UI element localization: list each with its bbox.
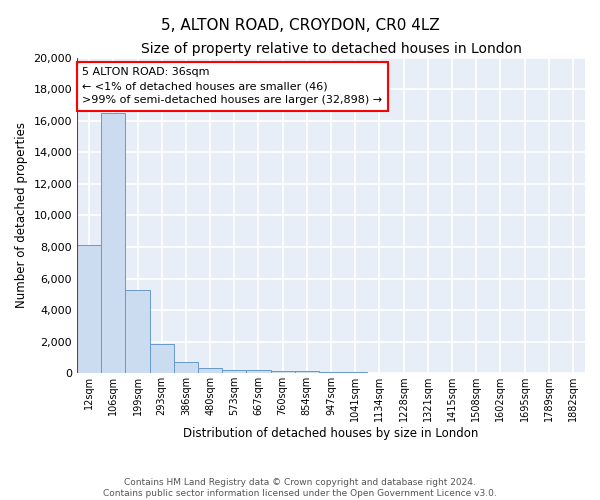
X-axis label: Distribution of detached houses by size in London: Distribution of detached houses by size …: [184, 427, 479, 440]
Bar: [101, 113, 125, 373]
Text: 5, ALTON ROAD, CROYDON, CR0 4LZ: 5, ALTON ROAD, CROYDON, CR0 4LZ: [161, 18, 439, 32]
Bar: [198, 368, 222, 373]
Bar: [125, 290, 149, 373]
Bar: [295, 371, 319, 373]
Bar: [271, 371, 295, 373]
Bar: [222, 370, 247, 373]
Text: 5 ALTON ROAD: 36sqm
← <1% of detached houses are smaller (46)
>99% of semi-detac: 5 ALTON ROAD: 36sqm ← <1% of detached ho…: [82, 67, 382, 105]
Y-axis label: Number of detached properties: Number of detached properties: [15, 122, 28, 308]
Text: Contains HM Land Registry data © Crown copyright and database right 2024.
Contai: Contains HM Land Registry data © Crown c…: [103, 478, 497, 498]
Bar: [343, 372, 367, 373]
Title: Size of property relative to detached houses in London: Size of property relative to detached ho…: [140, 42, 521, 56]
Bar: [174, 362, 198, 373]
Bar: [149, 344, 174, 373]
Bar: [247, 370, 271, 373]
Bar: [77, 246, 101, 373]
Bar: [319, 372, 343, 373]
